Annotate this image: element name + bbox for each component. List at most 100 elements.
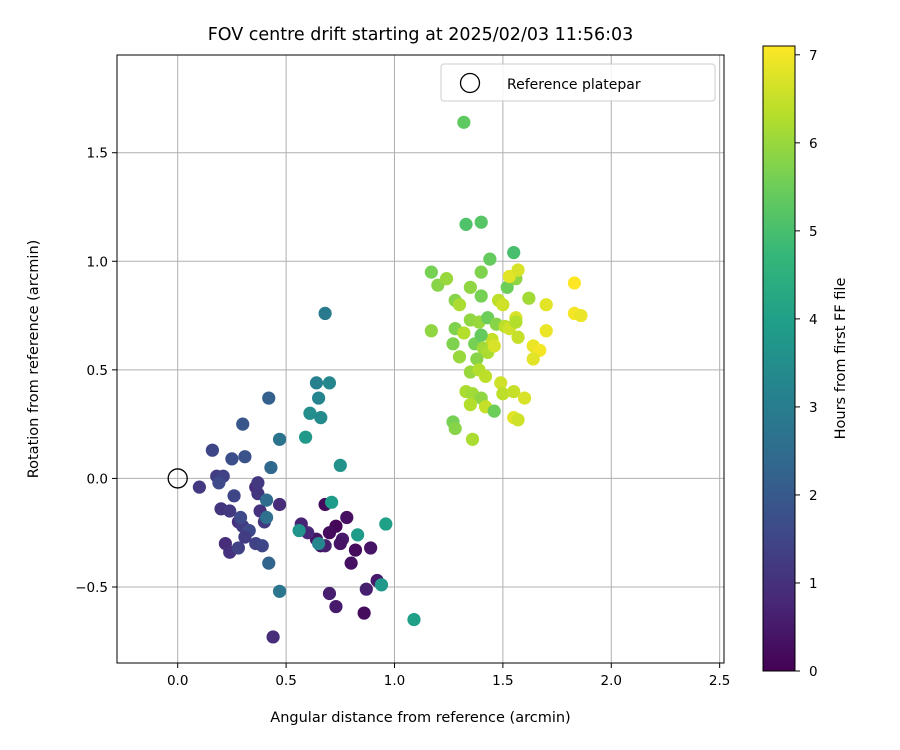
- data-point: [314, 411, 328, 425]
- colorbar-label: Hours from first FF file: [833, 278, 849, 440]
- data-point: [474, 328, 488, 342]
- data-point: [474, 265, 488, 279]
- data-point: [379, 517, 393, 531]
- legend-box: [440, 63, 716, 102]
- colorbar: 0 1 2 3 4 5 6 7 Hours from first FF file: [762, 45, 849, 680]
- data-point: [272, 584, 287, 598]
- data-point: [511, 413, 525, 427]
- data-point: [407, 612, 421, 627]
- y-tick-label: 0.0: [87, 471, 108, 487]
- data-point: [517, 391, 532, 405]
- data-point: [465, 432, 480, 446]
- x-tick-label: 2.5: [709, 673, 730, 689]
- colorbar-gradient: [762, 45, 796, 672]
- data-point: [446, 337, 460, 351]
- colorbar-tick-label: 5: [809, 224, 818, 240]
- data-point: [325, 495, 339, 509]
- data-point: [526, 352, 540, 366]
- data-point: [329, 599, 343, 614]
- x-tick-label: 1.0: [384, 673, 405, 689]
- data-point: [238, 450, 252, 464]
- data-points: [167, 115, 588, 644]
- data-point: [318, 306, 332, 320]
- data-point: [272, 497, 287, 512]
- data-point: [238, 530, 252, 544]
- y-axis-label: Rotation from reference (arcmin): [26, 240, 42, 479]
- data-point: [483, 252, 497, 266]
- data-point: [457, 326, 471, 340]
- data-point: [487, 339, 501, 353]
- data-point: [344, 556, 358, 570]
- data-point: [487, 404, 501, 418]
- legend-label-reference-platepar: Reference platepar: [507, 77, 641, 93]
- data-point: [205, 443, 219, 457]
- data-point: [348, 543, 363, 557]
- colorbar-tick-label: 0: [809, 664, 818, 680]
- x-tick-label: 0.5: [275, 673, 296, 689]
- grid: [117, 55, 724, 663]
- data-point: [470, 352, 484, 366]
- chart-title: FOV centre drift starting at 2025/02/03 …: [208, 25, 634, 45]
- y-tick-label: −0.5: [75, 580, 108, 596]
- data-point: [574, 308, 588, 323]
- x-tick-label: 1.5: [492, 673, 513, 689]
- data-point: [227, 489, 241, 503]
- x-tick-label: 2.0: [601, 673, 622, 689]
- reference-platepar-marker: [167, 468, 188, 489]
- data-point: [478, 369, 493, 383]
- data-point: [509, 315, 523, 329]
- data-point: [272, 432, 287, 446]
- data-point: [496, 298, 510, 312]
- data-point: [539, 324, 553, 338]
- data-point: [522, 291, 536, 305]
- data-point: [309, 376, 324, 390]
- y-tick-label: 0.5: [87, 363, 108, 379]
- data-point: [333, 458, 347, 472]
- data-point: [494, 376, 508, 390]
- x-axis: 0.0 0.5 1.0 1.5 2.0 2.5: [167, 663, 730, 689]
- y-axis: −0.5 0.0 0.5 1.0 1.5: [75, 146, 117, 596]
- data-point: [312, 536, 326, 551]
- data-point: [333, 536, 347, 551]
- data-point: [507, 384, 521, 399]
- data-point: [496, 387, 510, 401]
- colorbar-tick-label: 2: [809, 488, 818, 504]
- data-point: [292, 523, 306, 538]
- colorbar-tick-label: 7: [809, 48, 818, 64]
- plot-area: [116, 54, 725, 664]
- x-tick-label: 0.0: [167, 673, 188, 689]
- data-point: [357, 606, 371, 620]
- data-point: [303, 406, 317, 420]
- colorbar-tick-label: 4: [809, 312, 818, 328]
- data-point: [299, 430, 313, 444]
- data-point: [233, 510, 248, 525]
- colorbar-tick-label: 1: [809, 576, 818, 592]
- colorbar-tick-label: 3: [809, 400, 818, 416]
- data-point: [459, 217, 473, 231]
- data-point: [567, 276, 582, 290]
- x-axis-label: Angular distance from reference (arcmin): [270, 710, 570, 726]
- data-point: [236, 417, 250, 431]
- data-point: [474, 289, 488, 303]
- data-point: [322, 586, 337, 601]
- legend: Reference platepar: [440, 63, 716, 102]
- data-point: [312, 391, 326, 405]
- data-point: [439, 272, 454, 286]
- data-point: [424, 324, 438, 338]
- data-point: [262, 556, 276, 570]
- data-point: [259, 493, 274, 507]
- data-point: [255, 539, 269, 553]
- legend-marker-open-circle: [459, 72, 481, 94]
- colorbar-tick-label: 6: [809, 136, 818, 152]
- data-point: [262, 391, 276, 405]
- data-point: [212, 476, 226, 490]
- data-point: [463, 398, 477, 412]
- data-point: [322, 526, 337, 540]
- data-point: [452, 298, 467, 312]
- data-point: [223, 504, 237, 518]
- data-point: [359, 582, 373, 596]
- data-point: [251, 476, 265, 490]
- data-point: [340, 510, 354, 525]
- y-tick-label: 1.5: [87, 146, 108, 162]
